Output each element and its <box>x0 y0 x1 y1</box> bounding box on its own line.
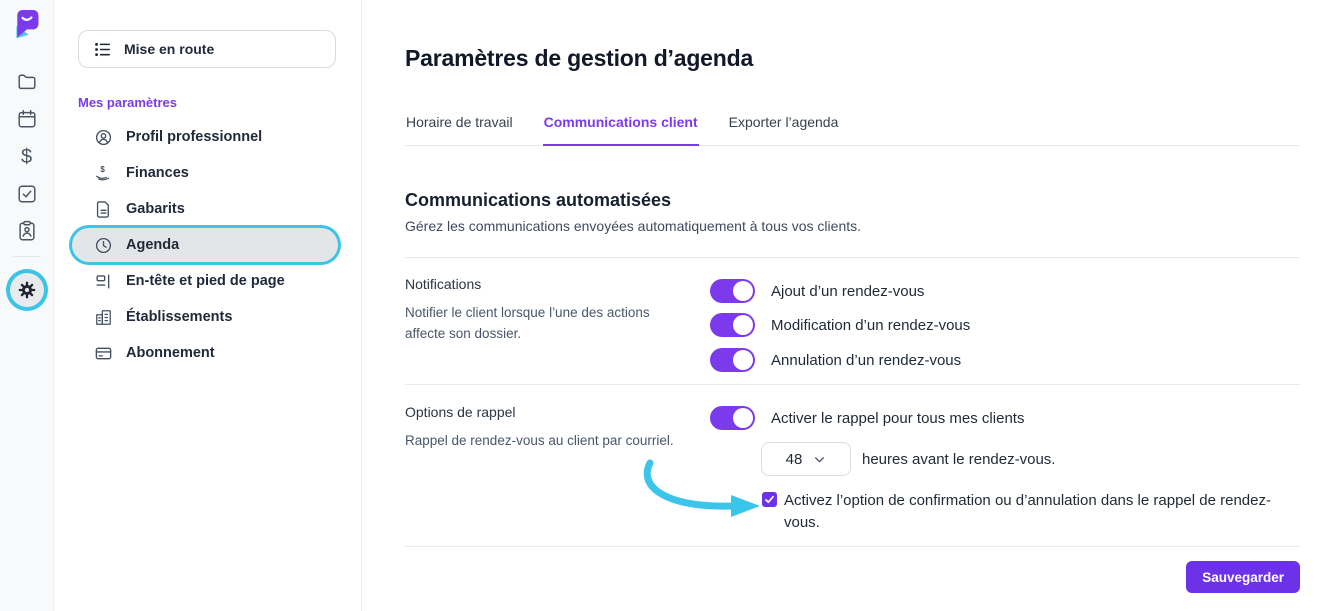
notifications-description: Notifier le client lorsque l’une des act… <box>405 305 650 341</box>
getting-started-label: Mise en route <box>124 41 215 57</box>
sidebar-item-label: En-tête et pied de page <box>126 273 285 289</box>
icon-rail: $ <box>0 0 54 611</box>
chevron-down-icon <box>815 456 825 462</box>
list-icon <box>95 42 111 56</box>
sidebar-item-agenda[interactable]: Agenda <box>72 228 338 262</box>
toggle-modification-rendez-vous[interactable] <box>710 313 755 337</box>
tab-exporter-agenda[interactable]: Exporter l’agenda <box>728 114 839 130</box>
sidebar-item-label: Établissements <box>126 309 233 325</box>
hours-select[interactable]: 48 <box>761 442 851 476</box>
app-logo-icon[interactable] <box>12 8 42 42</box>
toggle-knob <box>733 315 753 335</box>
toggle-row-annulation: Annulation d’un rendez-vous <box>710 348 961 372</box>
toggle-row-modification: Modification d’un rendez-vous <box>710 313 970 337</box>
tab-communications-client[interactable]: Communications client <box>542 108 699 146</box>
clock-icon <box>94 236 113 255</box>
sidebar-item-label: Finances <box>126 165 189 181</box>
toggle-label: Ajout d’un rendez-vous <box>771 282 925 300</box>
sidebar-item-label: Agenda <box>126 237 180 253</box>
tab-bar: Horaire de travail Communications client… <box>405 108 1300 146</box>
sidebar-item-profil-professionnel[interactable]: Profil professionnel <box>72 119 338 155</box>
sidebar-item-finances[interactable]: $ Finances <box>72 155 338 191</box>
header-footer-icon <box>94 272 113 291</box>
check-icon <box>765 495 774 504</box>
user-circle-icon <box>94 128 113 147</box>
settings-sidebar: Mise en route Mes paramètres Profil prof… <box>54 0 362 611</box>
save-button[interactable]: Sauvegarder <box>1186 561 1300 593</box>
toggle-ajout-rendez-vous[interactable] <box>710 279 755 303</box>
divider <box>405 257 1300 258</box>
document-icon <box>94 200 113 219</box>
toggle-row-ajout: Ajout d’un rendez-vous <box>710 279 924 303</box>
sidebar-nav: Profil professionnel $ Finances <box>72 119 338 371</box>
toggle-label: Modification d’un rendez-vous <box>771 316 971 334</box>
hand-dollar-icon: $ <box>94 164 113 183</box>
confirmation-checkbox[interactable] <box>762 492 777 507</box>
notifications-label: Notifications <box>405 276 482 292</box>
divider <box>405 384 1300 385</box>
section-title: Communications automatisées <box>405 190 672 210</box>
sidebar-item-abonnement[interactable]: Abonnement <box>72 335 338 371</box>
toggle-label: Annulation d’un rendez-vous <box>771 351 962 369</box>
tab-horaire-de-travail[interactable]: Horaire de travail <box>406 114 513 130</box>
toggle-knob <box>733 350 753 370</box>
credit-card-icon <box>94 344 113 363</box>
reminder-options-label: Options de rappel <box>405 404 516 420</box>
sidebar-section-title: Mes paramètres <box>78 95 177 110</box>
getting-started-button[interactable]: Mise en route <box>78 30 336 68</box>
sidebar-item-label: Abonnement <box>126 345 215 361</box>
calendar-icon[interactable] <box>15 107 39 131</box>
toggle-row-rappel: Activer le rappel pour tous mes clients <box>710 406 1024 430</box>
dollar-icon[interactable]: $ <box>20 146 33 168</box>
toggle-label: Activer le rappel pour tous mes clients <box>771 409 1025 427</box>
toggle-knob <box>733 408 753 428</box>
hours-suffix-text: heures avant le rendez-vous. <box>862 451 1056 468</box>
sidebar-item-en-tete-et-pied-de-page[interactable]: En-tête et pied de page <box>72 263 338 299</box>
check-square-icon[interactable] <box>15 182 39 206</box>
toggle-activer-rappel[interactable] <box>710 406 755 430</box>
svg-text:$: $ <box>100 164 105 173</box>
page-title: Paramètres de gestion d’agenda <box>405 45 754 71</box>
section-subtitle: Gérez les communications envoyées automa… <box>405 218 862 234</box>
divider <box>405 546 1300 547</box>
confirmation-checkbox-label: Activez l’option de confirmation ou d’an… <box>784 492 1271 531</box>
reminder-options-description: Rappel de rendez-vous au client par cour… <box>405 433 674 448</box>
sidebar-item-gabarits[interactable]: Gabarits <box>72 191 338 227</box>
rail-divider <box>13 256 41 257</box>
main-content: Paramètres de gestion d’agenda Horaire d… <box>362 0 1330 611</box>
toggle-knob <box>733 281 753 301</box>
buildings-icon <box>94 308 113 327</box>
clipboard-person-icon[interactable] <box>15 219 39 243</box>
sidebar-item-etablissements[interactable]: Établissements <box>72 299 338 335</box>
annotation-arrow-icon <box>643 459 760 517</box>
toggle-annulation-rendez-vous[interactable] <box>710 348 755 372</box>
gear-icon[interactable] <box>10 273 44 307</box>
folder-icon[interactable] <box>15 69 39 93</box>
hours-value: 48 <box>785 450 803 468</box>
sidebar-item-label: Profil professionnel <box>126 129 263 145</box>
sidebar-item-label: Gabarits <box>126 201 185 217</box>
